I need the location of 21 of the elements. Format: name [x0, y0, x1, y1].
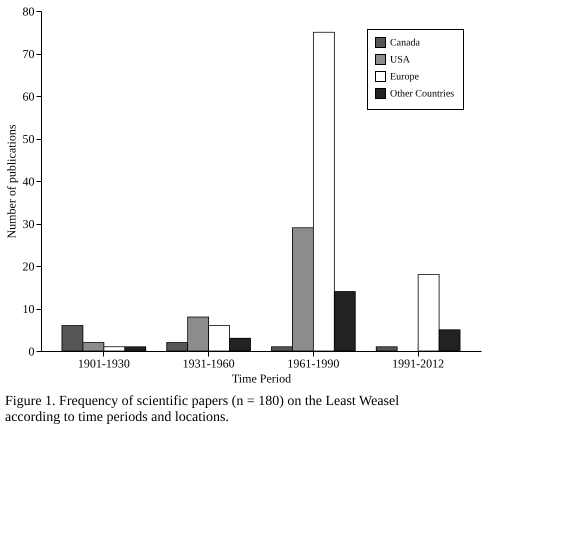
- legend-label: Canada: [390, 38, 421, 48]
- x-tick-label: 1901-1930: [78, 356, 130, 370]
- legend-label: USA: [390, 54, 411, 66]
- y-tick-label: 50: [22, 132, 34, 146]
- y-tick-label: 80: [22, 4, 34, 18]
- y-axis-title: Number of publications: [4, 124, 18, 238]
- x-axis-title: Time Period: [232, 372, 292, 386]
- x-tick-label: 1991-2012: [392, 356, 444, 370]
- y-tick-label: 70: [22, 47, 34, 61]
- text: according to time periods and locations.: [5, 410, 229, 425]
- y-tick-label: 10: [22, 302, 34, 316]
- y-tick-label: 0: [28, 344, 34, 358]
- x-tick-label: 1931-1960: [182, 356, 235, 370]
- y-tick-label: 20: [22, 260, 34, 274]
- y-tick-label: 40: [22, 174, 34, 188]
- y-tick-label: 60: [22, 90, 34, 104]
- legend-label: Europe: [390, 72, 420, 82]
- x-tick-label: 1961-1990: [287, 356, 340, 370]
- legend-label: Other Countries: [390, 88, 454, 100]
- y-tick-label: 30: [22, 217, 34, 231]
- caption: Figure 1. Frequency of scientific papers (n = 180) on the Least Weasel: [5, 394, 400, 409]
